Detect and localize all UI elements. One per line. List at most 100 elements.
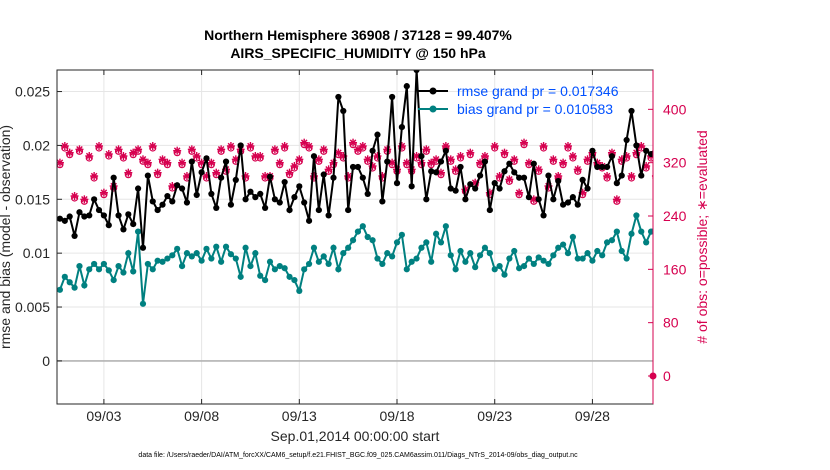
evaluated-point-d2 [173,147,181,154]
data-point [227,251,235,258]
possible-point [687,158,693,164]
data-point [540,257,547,264]
data-point [795,218,801,224]
data-point [516,174,523,181]
data-point [760,223,766,229]
data-series [57,70,820,307]
data-point [330,174,337,181]
data-point [525,194,533,201]
data-point [584,250,591,257]
evaluated-point-d2 [746,147,752,153]
data-point [751,144,757,150]
data-point [393,239,401,246]
y-tick-label-left: 0.005 [15,299,50,315]
evaluated-point-d2 [276,159,284,166]
data-point [608,153,616,160]
evaluated-point-d2 [193,152,201,160]
evaluated-point-d2 [506,176,513,183]
evaluated-point-d2 [658,147,664,153]
data-point [76,209,83,216]
data-point [741,229,747,235]
data-point [286,206,293,214]
data-point [574,255,581,262]
data-point [741,166,747,172]
data-point [550,196,557,203]
data-point [330,244,337,251]
data-point [213,204,220,212]
data-point [501,168,508,175]
y-tick-label-left: 0.02 [23,137,50,153]
data-point [134,185,142,192]
evaluated-point-d1 [775,143,781,149]
y-tick-label-right: 320 [663,155,687,171]
evaluated-point-d2 [164,159,171,166]
legend-label: rmse grand pr = 0.017346 [457,83,619,99]
evaluated-point-d2 [569,152,577,160]
data-point [76,262,83,270]
evaluated-point-d2 [144,159,152,166]
data-point [785,175,791,181]
series-line [59,70,653,248]
data-point [672,121,678,127]
evaluated-point-d2 [359,142,367,150]
data-point [227,201,235,208]
evaluated-point-d2 [765,150,771,156]
evaluated-point-d2 [574,166,582,173]
evaluated-point-d2 [300,139,308,146]
data-point [183,199,191,206]
y-tick-label-right: 240 [663,208,687,224]
data-point [320,171,327,178]
evaluated-point-d2 [726,147,732,153]
data-point [711,101,717,107]
data-point [188,253,195,260]
data-point [457,247,464,255]
data-point [814,231,820,237]
evaluated-point-d1 [805,187,811,193]
possible-point [795,152,801,158]
evaluated-point-d2 [247,142,254,150]
evaluated-point-d2 [198,159,205,166]
data-point [320,253,327,260]
data-point [814,207,820,213]
data-point [115,262,122,270]
legend-marker [429,87,437,95]
data-point [423,239,430,246]
data-point [589,257,596,264]
evaluated-point-d2 [354,146,362,153]
data-point [716,191,722,197]
data-point [467,181,474,188]
data-point [208,190,215,198]
data-point [271,266,278,273]
data-point [486,250,493,257]
data-point [780,234,786,240]
data-point [491,180,498,187]
data-point [809,132,815,138]
data-point [437,239,445,246]
evaluated-point-d2 [613,196,621,203]
chart-title: Northern Hemisphere 36908 / 37128 = 99.4… [204,27,512,43]
data-point [71,232,78,240]
data-point [579,176,586,183]
data-point [423,196,430,203]
data-point [237,142,244,149]
evaluated-point-d2 [325,166,332,173]
data-point [86,212,93,219]
data-point [682,137,688,143]
possible-point [682,188,688,194]
data-point [281,265,288,272]
evaluated-point-d2 [564,142,572,150]
data-point [398,124,405,131]
possible-point [804,188,810,194]
data-point [442,223,449,230]
data-point [687,158,693,164]
data-point [310,153,318,160]
data-point [647,150,653,158]
data-point [408,183,415,190]
data-point [628,230,635,237]
evaluated-point-d2 [559,159,567,166]
evaluated-point-d2 [584,156,591,163]
data-point [237,273,244,280]
data-point [81,213,88,220]
evaluated-point-d2 [510,156,518,163]
data-point [726,198,732,204]
